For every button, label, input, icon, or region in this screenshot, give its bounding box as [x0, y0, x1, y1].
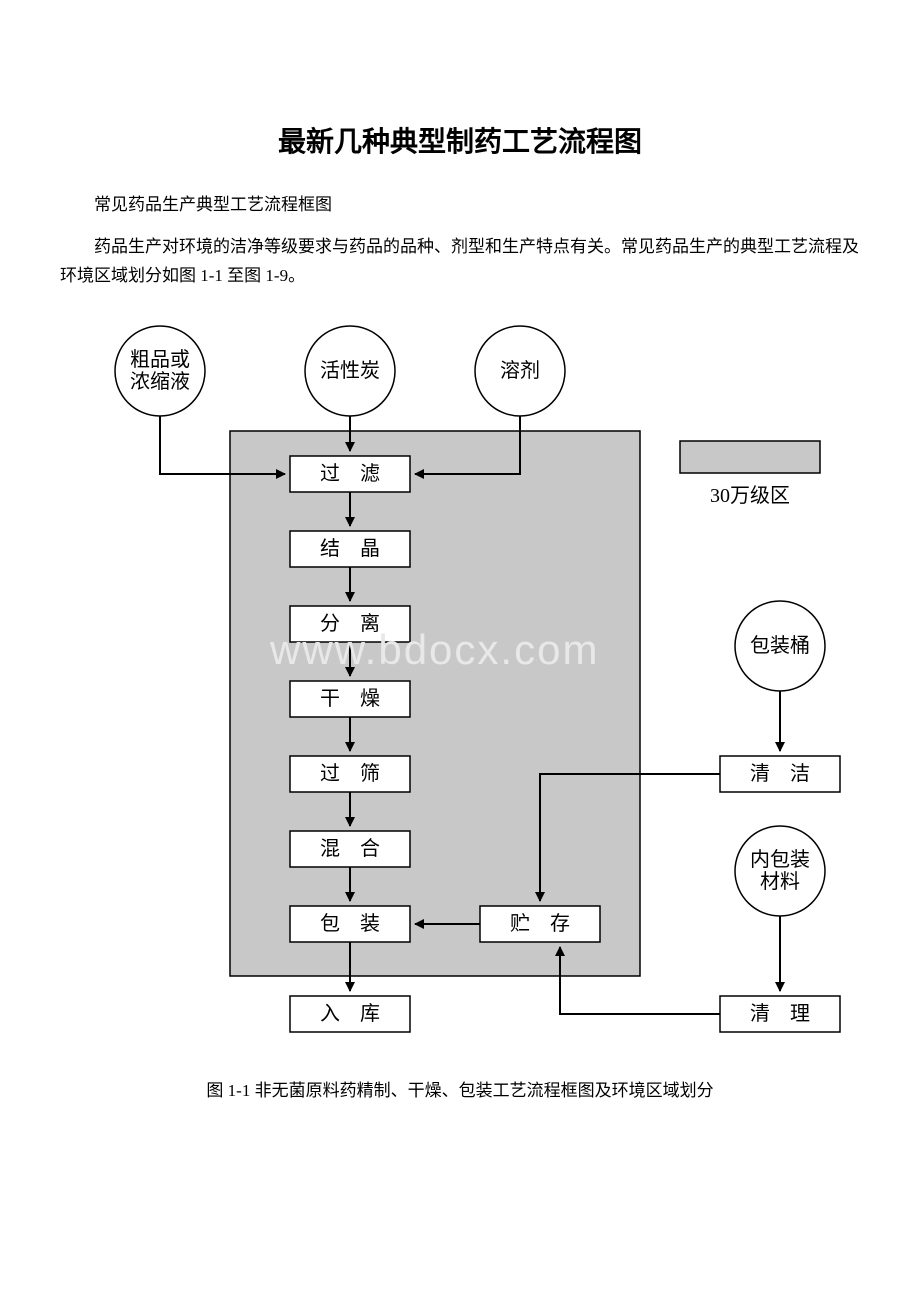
node-c5-label: 材料: [760, 870, 800, 893]
flowchart-svg: 30万级区 粗品或浓缩液 活性炭 溶剂包装桶内包装材料 过 滤结 晶分 离干 燥过 筛混…: [60, 316, 860, 1056]
node-c5-label: 内包装: [750, 848, 810, 871]
node-r7-label: 包 装: [320, 912, 380, 935]
node-r2-label: 结 晶: [320, 537, 380, 560]
legend-swatch: [680, 441, 820, 473]
body-text: 药品生产对环境的洁净等级要求与药品的品种、剂型和生产特点有关。常见药品生产的典型…: [60, 233, 860, 291]
node-c4-label: 包装桶: [750, 634, 810, 657]
node-r6-label: 混 合: [320, 837, 380, 860]
node-r10-label: 清 洁: [750, 762, 810, 785]
node-r1-label: 过 滤: [320, 462, 380, 485]
legend-label: 30万级区: [710, 484, 790, 507]
node-c3-label: 溶剂: [500, 359, 540, 382]
flowchart-diagram: www.bdocx.com 30万级区粗品或浓缩液活性炭溶剂包装桶内包装材料过 …: [60, 316, 860, 1056]
node-c1-label: 粗品或: [130, 348, 190, 371]
node-c1-label: 浓缩液: [130, 370, 190, 393]
page-title: 最新几种典型制药工艺流程图: [60, 120, 860, 160]
node-r9-label: 贮 存: [510, 912, 570, 935]
node-r3-label: 分 离: [320, 612, 380, 635]
node-r5-label: 过 筛: [320, 762, 380, 785]
node-r8-label: 入 库: [320, 1002, 380, 1025]
node-c2-label: 活性炭: [320, 359, 380, 382]
node-r11-label: 清 理: [750, 1002, 810, 1025]
figure-caption: 图 1-1 非无菌原料药精制、干燥、包装工艺流程框图及环境区域划分: [60, 1076, 860, 1101]
subtitle: 常见药品生产典型工艺流程框图: [60, 190, 860, 215]
node-r4-label: 干 燥: [320, 687, 380, 710]
